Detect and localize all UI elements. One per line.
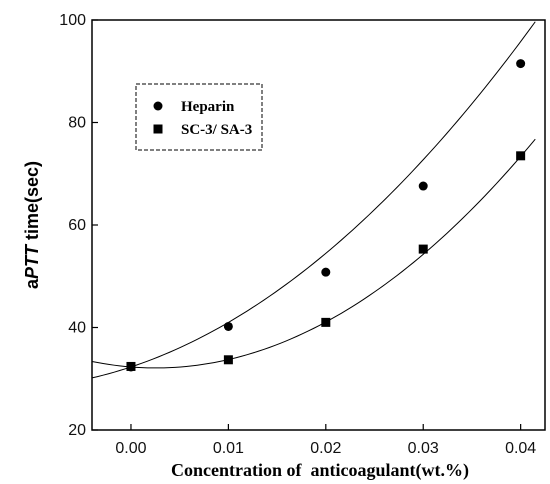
fit-curve-sc3-sa3 [91, 138, 536, 369]
legend-heparin-marker [153, 101, 163, 111]
sc3-sa3-point [321, 317, 331, 327]
legend-heparin-label: Heparin [181, 99, 235, 115]
plot-frame [91, 19, 546, 431]
x-axis-label: Concentration of anticoagulant(wt.%) [171, 460, 469, 481]
x-tick-label: 0.03 [408, 440, 439, 457]
legend-sc3-marker [153, 124, 163, 134]
y-axis-label: aPTT time(sec) [22, 161, 42, 289]
data-points [126, 59, 526, 372]
legend-sc3-label: SC-3/ SA-3 [181, 122, 252, 138]
x-tick-label: 0.04 [505, 440, 536, 457]
x-axis: 0.00 0.01 0.02 0.03 0.04 [115, 424, 536, 457]
y-tick-label: 60 [68, 217, 86, 234]
sc3-sa3-point [418, 244, 428, 254]
heparin-point [418, 181, 428, 191]
fit-curves [91, 21, 536, 379]
x-tick-label: 0.02 [310, 440, 341, 457]
sc3-sa3-point [516, 151, 526, 161]
y-tick-label: 40 [68, 320, 86, 337]
fit-curve-heparin [91, 21, 536, 379]
y-tick-label: 80 [68, 115, 86, 132]
sc3-sa3-point [223, 355, 233, 365]
y-tick-label: 20 [68, 422, 86, 439]
heparin-point [223, 321, 233, 331]
legend-box [135, 83, 263, 151]
x-tick-label: 0.01 [213, 440, 244, 457]
y-tick-label: 100 [59, 12, 86, 29]
heparin-point [321, 267, 331, 277]
x-tick-label: 0.00 [115, 440, 146, 457]
y-axis: 20 40 60 80 100 [59, 12, 98, 439]
heparin-point [516, 59, 526, 69]
legend: Heparin SC-3/ SA-3 [135, 83, 263, 151]
sc3-sa3-point [126, 361, 136, 371]
